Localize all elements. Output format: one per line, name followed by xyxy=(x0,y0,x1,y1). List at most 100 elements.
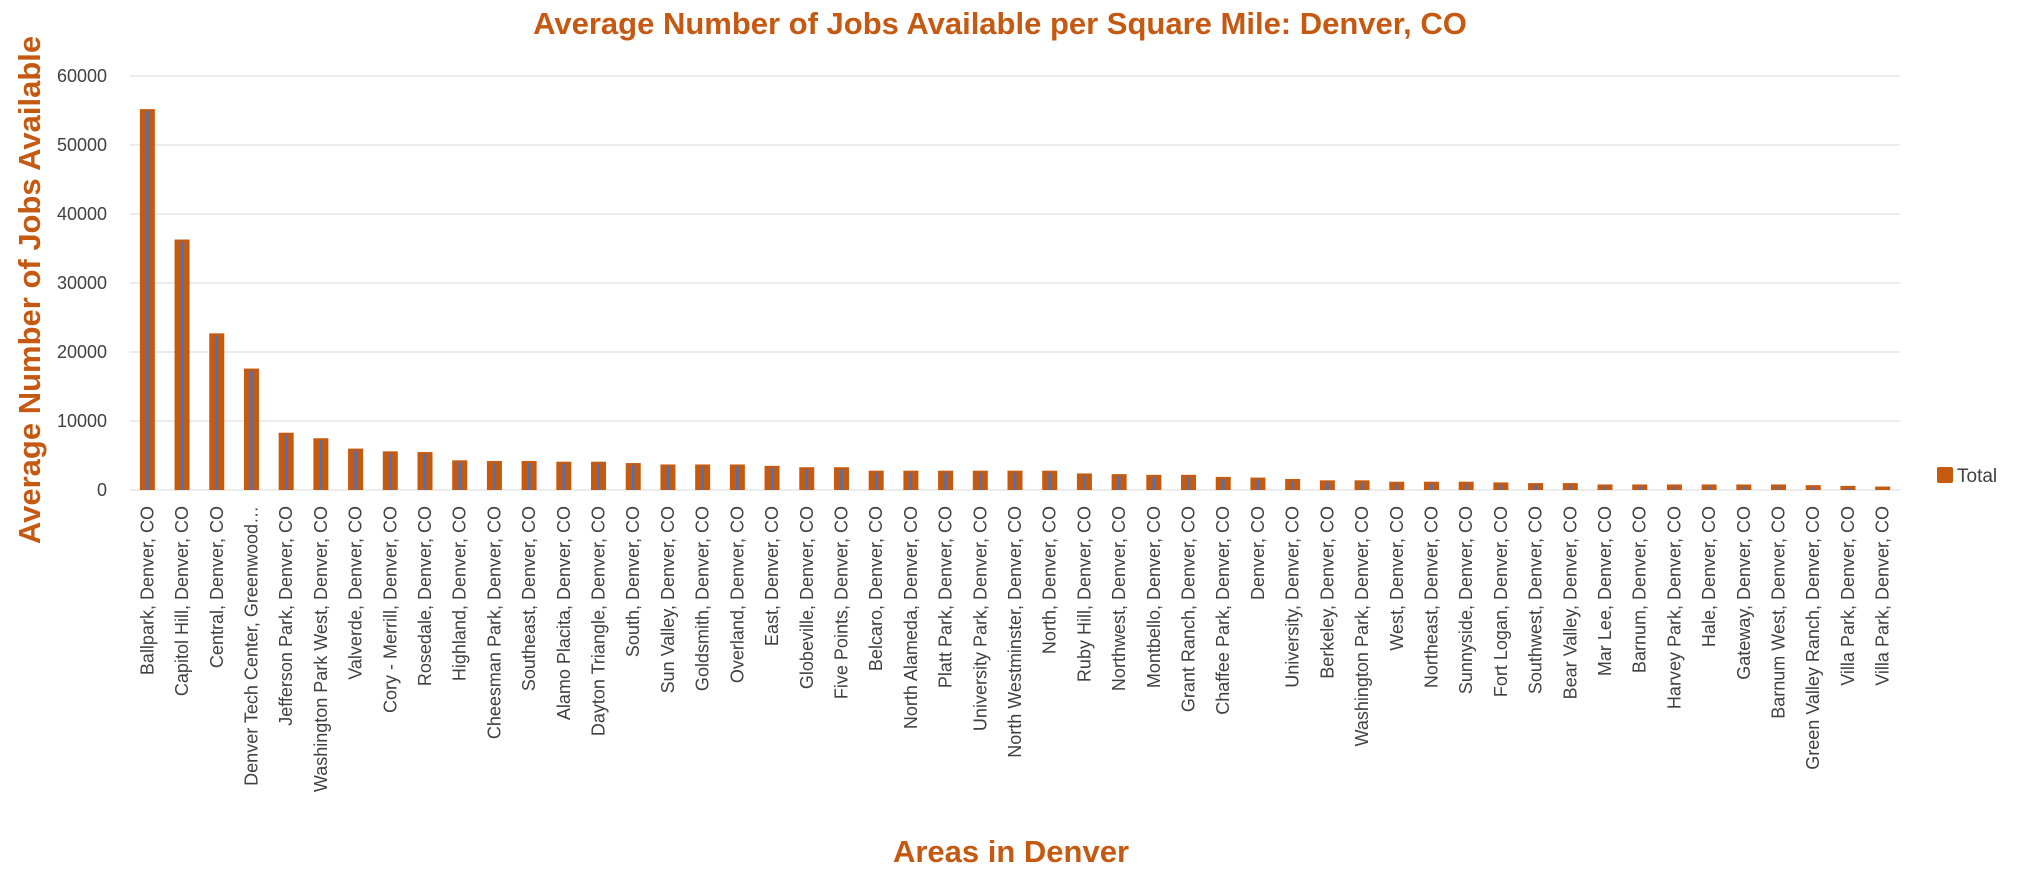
bar-stripe xyxy=(840,469,843,490)
x-tick-label: Globeville, Denver, CO xyxy=(797,506,817,689)
chart-title: Average Number of Jobs Available per Squ… xyxy=(533,6,1467,41)
x-tick-label: North, Denver, CO xyxy=(1040,506,1060,654)
x-tick-label: Cheesman Park, Denver, CO xyxy=(484,506,504,739)
bar-stripe xyxy=(1360,482,1364,490)
bar-stripe xyxy=(736,466,739,490)
x-tick-label: Alamo Placita, Denver, CO xyxy=(554,506,574,720)
bar-stripe xyxy=(1326,482,1329,490)
bar-stripe xyxy=(944,472,947,490)
bar-stripe xyxy=(701,466,704,490)
x-tick-label: Bear Valley, Denver, CO xyxy=(1560,506,1580,699)
bar-stripe xyxy=(1707,486,1711,490)
y-axis-title: Average Number of Jobs Available xyxy=(12,36,47,544)
bar-stripe xyxy=(909,472,913,490)
x-tick-label: Chaffee Park, Denver, CO xyxy=(1213,506,1233,715)
legend: Total xyxy=(1937,466,1997,487)
bar-stripe xyxy=(1083,475,1086,490)
bar-stripe xyxy=(215,335,218,490)
x-tick-label: Berkeley, Denver, CO xyxy=(1317,506,1337,679)
bar-stripe xyxy=(1777,486,1780,490)
x-tick-label: Montbello, Denver, CO xyxy=(1144,506,1164,688)
x-tick-label: Villa Park, Denver, CO xyxy=(1873,506,1893,686)
x-tick-label: Sunnyside, Denver, CO xyxy=(1456,506,1476,694)
bar-stripe xyxy=(1638,486,1641,490)
bar-stripe xyxy=(458,462,461,490)
bar-stripe xyxy=(562,463,566,490)
legend-label: Total xyxy=(1957,466,1997,487)
x-tick-label: University Park, Denver, CO xyxy=(970,506,990,731)
x-tick-label: Five Points, Denver, CO xyxy=(831,506,851,699)
x-tick-label: South, Denver, CO xyxy=(623,506,643,657)
legend-swatch xyxy=(1937,467,1953,483)
bar-stripe xyxy=(1812,487,1815,490)
x-tick-label: Cory - Merrill, Denver, CO xyxy=(380,506,400,713)
x-tick-label: West, Denver, CO xyxy=(1387,506,1407,651)
y-tick-label: 60000 xyxy=(57,66,107,86)
x-tick-label: Highland, Denver, CO xyxy=(450,506,470,681)
bar-stripe xyxy=(632,465,635,490)
x-tick-label: Rosedale, Denver, CO xyxy=(415,506,435,686)
x-tick-label: Denver Tech Center, Greenwood… xyxy=(241,506,261,786)
bar-stripe xyxy=(423,454,427,490)
bar-stripe xyxy=(1291,480,1294,490)
y-tick-label: 40000 xyxy=(57,204,107,224)
x-tick-label: Grant Ranch, Denver, CO xyxy=(1179,506,1199,712)
bar-stripe xyxy=(1187,476,1190,490)
x-axis-title: Areas in Denver xyxy=(893,834,1129,869)
x-tick-label: Villa Park, Denver, CO xyxy=(1838,506,1858,686)
y-tick-label: 0 xyxy=(97,480,107,500)
x-tick-label: Barnum, Denver, CO xyxy=(1630,506,1650,673)
y-tick-label: 50000 xyxy=(57,135,107,155)
bar-stripe xyxy=(354,450,357,490)
x-tick-label: University, Denver, CO xyxy=(1283,506,1303,688)
x-tick-label: Barnum West, Denver, CO xyxy=(1769,506,1789,719)
x-tick-label: Platt Park, Denver, CO xyxy=(936,506,956,688)
bar-stripe xyxy=(1846,487,1850,490)
x-tick-label: Goldsmith, Denver, CO xyxy=(693,506,713,691)
x-tick-label: Washington Park West, Denver, CO xyxy=(311,506,331,792)
bar-stripe xyxy=(979,472,982,490)
bar xyxy=(1875,486,1891,490)
gridlines xyxy=(130,75,1900,491)
y-tick-label: 30000 xyxy=(57,273,107,293)
x-tick-label: Northeast, Denver, CO xyxy=(1421,506,1441,688)
bar-stripe xyxy=(770,467,774,490)
x-tick-label: Northwest, Denver, CO xyxy=(1109,506,1129,691)
bars xyxy=(139,109,1891,491)
x-tick-label: Dayton Triangle, Denver, CO xyxy=(589,506,609,736)
bar-stripe xyxy=(1499,484,1503,490)
bar-stripe xyxy=(1464,483,1468,490)
bar-stripe xyxy=(250,370,253,490)
bar-stripe xyxy=(1256,479,1260,490)
x-tick-label: Harvey Park, Denver, CO xyxy=(1664,506,1684,709)
bar-stripe xyxy=(1742,486,1746,490)
x-tick-label: Valverde, Denver, CO xyxy=(346,506,366,680)
bar-stripe xyxy=(1673,486,1676,490)
bar-stripe xyxy=(180,241,184,490)
bar-stripe xyxy=(874,472,878,490)
y-tick-label: 20000 xyxy=(57,342,107,362)
bar-stripe xyxy=(319,440,323,490)
bar-stripe xyxy=(527,463,531,490)
bar-stripe xyxy=(1013,472,1017,490)
x-tick-label: Fort Logan, Denver, CO xyxy=(1491,506,1511,697)
bar-stripe xyxy=(1603,486,1607,490)
bar-stripe xyxy=(1430,483,1433,490)
x-tick-label: Ballpark, Denver, CO xyxy=(137,506,157,675)
bar-stripe xyxy=(1152,476,1156,490)
y-axis-ticks: 0 10000 20000 30000 40000 50000 60000 xyxy=(57,66,107,500)
bar-stripe xyxy=(1117,476,1121,490)
x-tick-label: East, Denver, CO xyxy=(762,506,782,646)
x-tick-label: Overland, Denver, CO xyxy=(727,506,747,683)
x-tick-label: North Alameda, Denver, CO xyxy=(901,506,921,729)
x-tick-label: North Westminster, Denver, CO xyxy=(1005,506,1025,758)
x-tick-label: Belcaro, Denver, CO xyxy=(866,506,886,671)
y-tick-label: 10000 xyxy=(57,411,107,431)
x-tick-label: Southwest, Denver, CO xyxy=(1526,506,1546,694)
bar-stripe xyxy=(1048,472,1051,490)
bar-stripe xyxy=(1534,485,1537,490)
x-tick-label: Denver, CO xyxy=(1248,506,1268,600)
x-tick-label: Sun Valley, Denver, CO xyxy=(658,506,678,693)
bar-stripe xyxy=(493,463,496,490)
